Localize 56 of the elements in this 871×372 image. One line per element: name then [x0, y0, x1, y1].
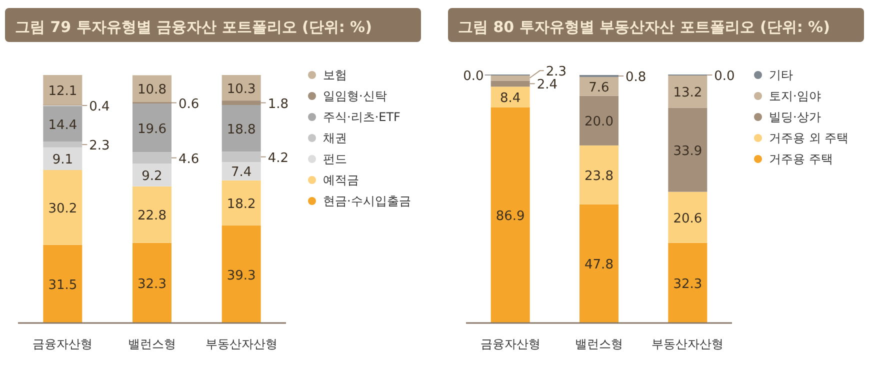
data-label: 7.6	[588, 80, 610, 96]
x-tick-label: 밸런스형	[128, 337, 176, 351]
data-label: 0.4	[89, 100, 110, 115]
data-label: 0.6	[178, 96, 200, 112]
data-label: 2.3	[546, 64, 567, 80]
data-label: 31.5	[48, 278, 78, 293]
x-tick-label: 금융자산형	[32, 337, 93, 351]
data-label: 10.8	[138, 82, 166, 98]
data-label: 10.3	[226, 82, 256, 97]
legend-label: 기타	[769, 68, 793, 82]
legend-label: 거주용 주택	[769, 152, 833, 166]
data-label: 32.3	[138, 276, 166, 292]
data-label: 86.9	[496, 209, 525, 224]
legend-label: 보험	[323, 68, 347, 82]
legend-label: 거주용 외 주택	[769, 131, 849, 145]
legend-label: 빌딩·상가	[769, 110, 821, 124]
data-label: 39.3	[226, 268, 256, 284]
data-label: 22.8	[138, 208, 166, 224]
data-label: 2.3	[89, 138, 110, 154]
data-label: 12.1	[48, 84, 78, 100]
x-tick-label: 부동산자산형	[652, 337, 724, 351]
legend-label: 예적금	[323, 173, 359, 187]
data-label: 9.1	[52, 152, 74, 168]
data-label: 23.8	[584, 168, 614, 184]
data-label: 0.0	[714, 69, 735, 84]
data-label: 0.8	[626, 70, 646, 85]
data-label: 9.2	[142, 168, 162, 184]
data-label: 14.4	[48, 118, 78, 133]
data-label: 18.8	[226, 122, 256, 138]
legend-label: 채권	[323, 131, 347, 145]
x-tick-label: 밸런스형	[575, 337, 623, 351]
legend-label: 일임형·신탁	[323, 89, 387, 103]
legend-label: 토지·임야	[769, 89, 821, 103]
data-label: 30.2	[48, 201, 78, 216]
data-label: 8.4	[500, 91, 521, 106]
data-label: 1.8	[268, 96, 289, 112]
x-tick-label: 부동산자산형	[205, 337, 278, 351]
data-label: 13.2	[673, 85, 702, 100]
data-label: 4.2	[268, 150, 289, 166]
data-label: 19.6	[138, 122, 166, 137]
data-label: 18.2	[226, 196, 256, 212]
chart-title: 그림 79 투자유형별 금융자산 포트폴리오 (단위: %)	[15, 18, 372, 36]
data-label: 32.3	[673, 276, 702, 292]
chart-title: 그림 80 투자유형별 부동산자산 포트폴리오 (단위: %)	[458, 18, 830, 36]
legend-label: 펀드	[323, 152, 347, 166]
data-label: 4.6	[178, 152, 200, 167]
legend-label: 주식·리츠·ETF	[323, 110, 401, 124]
data-label: 33.9	[673, 144, 702, 159]
data-label: 20.6	[673, 211, 702, 226]
data-label: 7.4	[230, 165, 252, 180]
data-label: 20.0	[584, 114, 614, 130]
data-label: 0.0	[463, 69, 484, 84]
legend-label: 현금·수시입출금	[323, 194, 411, 208]
data-label: 47.8	[584, 258, 614, 273]
x-tick-label: 금융자산형	[480, 337, 540, 351]
data-label: 2.4	[536, 78, 558, 93]
